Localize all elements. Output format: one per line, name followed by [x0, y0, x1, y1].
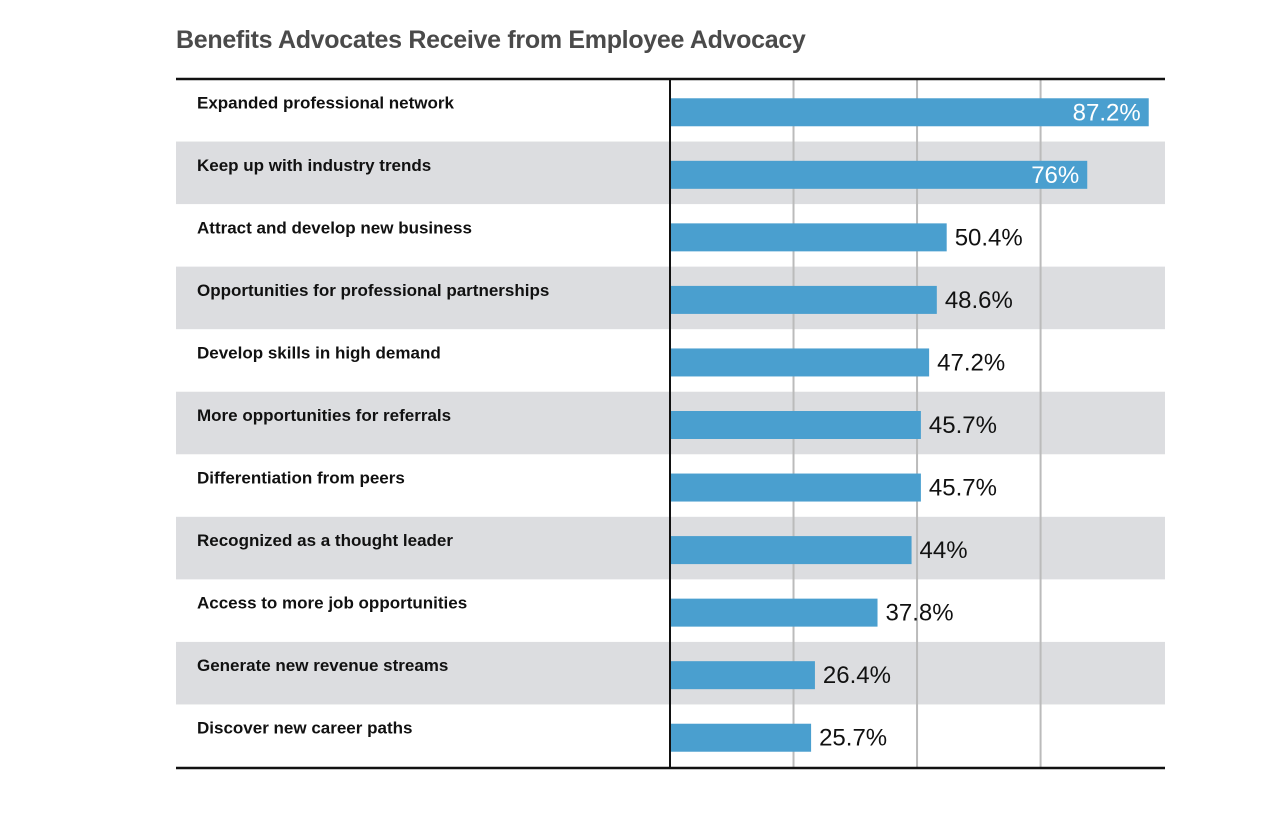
value-label: 76% — [1031, 162, 1079, 189]
bar — [670, 160, 1088, 189]
value-label: 37.8% — [886, 600, 954, 627]
value-label: 45.7% — [929, 412, 997, 439]
bar — [670, 98, 1149, 127]
value-label: 45.7% — [929, 475, 997, 502]
chart-title: Benefits Advocates Receive from Employee… — [176, 26, 806, 54]
category-label: Attract and develop new business — [197, 218, 472, 237]
value-label: 87.2% — [1073, 99, 1141, 126]
category-label: Generate new revenue streams — [197, 656, 448, 675]
category-label: Discover new career paths — [197, 719, 412, 738]
category-label: Access to more job opportunities — [197, 594, 467, 613]
bar — [670, 285, 937, 314]
category-label: More opportunities for referrals — [197, 406, 451, 425]
value-label: 44% — [920, 537, 968, 564]
bar — [670, 661, 815, 690]
category-label: Keep up with industry trends — [197, 156, 431, 175]
bar — [670, 411, 921, 439]
category-label: Expanded professional network — [197, 93, 454, 112]
bar — [670, 348, 930, 377]
category-label: Differentiation from peers — [197, 469, 405, 488]
value-label: 47.2% — [937, 349, 1005, 376]
value-label: 48.6% — [945, 287, 1013, 314]
category-label: Opportunities for professional partnersh… — [197, 281, 549, 300]
bar — [670, 536, 912, 565]
category-label: Recognized as a thought leader — [197, 531, 453, 550]
value-label: 25.7% — [819, 725, 887, 752]
value-label: 26.4% — [823, 662, 891, 689]
bar — [670, 223, 947, 252]
bar — [670, 598, 878, 627]
category-label: Develop skills in high demand — [197, 343, 441, 362]
bar — [670, 473, 921, 502]
value-label: 50.4% — [955, 224, 1023, 251]
bar — [670, 723, 812, 752]
